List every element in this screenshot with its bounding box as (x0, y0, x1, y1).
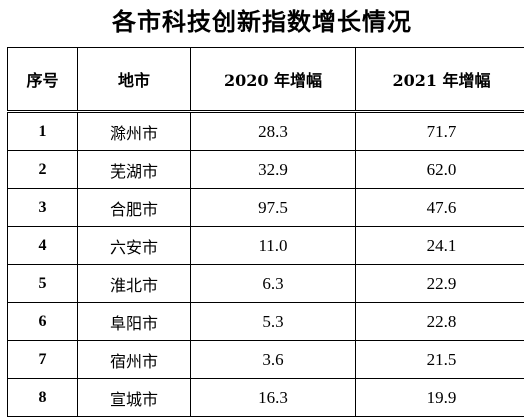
header-index: 序号 (7, 47, 78, 112)
header-growth-2020: 2020 年增幅 (190, 47, 356, 112)
table-row: 4 六安市 11.0 24.1 (7, 226, 524, 265)
growth-table-container: 序号 地市 2020 年增幅 2021 年增幅 1 滁州市 28.3 71.7 … (7, 47, 524, 419)
row-growth-2020: 28.3 (190, 111, 356, 151)
row-growth-2021: 62.0 (355, 150, 524, 189)
table-row: 7 宿州市 3.6 21.5 (7, 340, 524, 379)
row-city: 芜湖市 (77, 150, 191, 189)
growth-table: 序号 地市 2020 年增幅 2021 年增幅 1 滁州市 28.3 71.7 … (7, 47, 524, 417)
row-growth-2020: 3.6 (190, 340, 356, 379)
row-city: 合肥市 (77, 188, 191, 227)
row-growth-2020: 32.9 (190, 150, 356, 189)
table-row: 8 宣城市 16.3 19.9 (7, 378, 524, 417)
row-growth-2020: 6.3 (190, 264, 356, 303)
row-growth-2021: 21.5 (355, 340, 524, 379)
row-growth-2021: 71.7 (355, 111, 524, 151)
row-growth-2021: 24.1 (355, 226, 524, 265)
row-city: 淮北市 (77, 264, 191, 303)
row-index: 6 (7, 302, 78, 341)
row-growth-2020: 5.3 (190, 302, 356, 341)
table-row: 3 合肥市 97.5 47.6 (7, 188, 524, 227)
row-index: 5 (7, 264, 78, 303)
table-header-row: 序号 地市 2020 年增幅 2021 年增幅 (7, 47, 524, 112)
row-city: 六安市 (77, 226, 191, 265)
header-city: 地市 (77, 47, 191, 112)
row-index: 3 (7, 188, 78, 227)
row-growth-2021: 22.8 (355, 302, 524, 341)
table-row: 6 阜阳市 5.3 22.8 (7, 302, 524, 341)
row-city: 宿州市 (77, 340, 191, 379)
row-growth-2020: 11.0 (190, 226, 356, 265)
row-index: 1 (7, 111, 78, 151)
header-growth-2021: 2021 年增幅 (355, 47, 524, 112)
row-growth-2021: 19.9 (355, 378, 524, 417)
table-row: 1 滁州市 28.3 71.7 (7, 111, 524, 151)
row-city: 宣城市 (77, 378, 191, 417)
table-row: 5 淮北市 6.3 22.9 (7, 264, 524, 303)
row-index: 8 (7, 378, 78, 417)
row-growth-2021: 22.9 (355, 264, 524, 303)
row-index: 4 (7, 226, 78, 265)
row-growth-2020: 97.5 (190, 188, 356, 227)
row-index: 2 (7, 150, 78, 189)
row-city: 阜阳市 (77, 302, 191, 341)
row-city: 滁州市 (77, 111, 191, 151)
page-title: 各市科技创新指数增长情况 (112, 7, 412, 36)
row-growth-2021: 47.6 (355, 188, 524, 227)
row-index: 7 (7, 340, 78, 379)
table-row: 2 芜湖市 32.9 62.0 (7, 150, 524, 189)
row-growth-2020: 16.3 (190, 378, 356, 417)
